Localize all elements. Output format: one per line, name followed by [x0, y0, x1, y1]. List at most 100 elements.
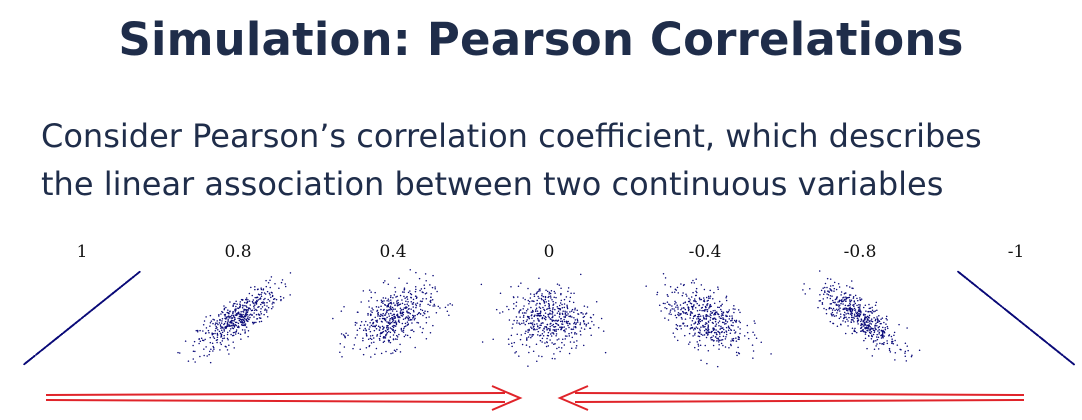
scatter-point	[568, 335, 571, 337]
scatter-point	[218, 313, 220, 316]
scatter-point	[880, 322, 882, 325]
scatter-point	[575, 345, 578, 347]
scatter-point	[869, 322, 871, 324]
scatter-point	[873, 310, 875, 313]
scatter-point	[400, 314, 403, 317]
scatter-point	[717, 313, 719, 315]
scatter-point	[429, 332, 432, 334]
scatter-point	[392, 296, 394, 299]
scatter-point	[733, 319, 736, 322]
scatter-point	[751, 344, 754, 346]
scatter-point	[1066, 357, 1068, 360]
scatter-point	[419, 305, 421, 307]
scatter-point	[548, 305, 550, 307]
scatter-point	[527, 322, 530, 325]
scatter-point	[718, 315, 720, 318]
scatter-point	[550, 313, 552, 315]
scatter-point	[706, 304, 708, 307]
scatter-point	[259, 311, 262, 313]
scatter-point	[852, 295, 855, 298]
scatter-point	[70, 325, 73, 328]
scatter-point	[719, 335, 721, 338]
scatter-point	[508, 343, 510, 346]
scatter-point	[709, 319, 711, 321]
scatter-point	[199, 340, 202, 342]
scatter-point	[379, 339, 381, 341]
scatter-point	[374, 353, 376, 356]
scatter-point	[675, 323, 678, 326]
scatter-point	[415, 271, 417, 274]
scatter-point	[232, 334, 235, 337]
scatter-point	[241, 329, 244, 331]
scatter-point	[570, 331, 573, 334]
scatter-point	[386, 316, 388, 319]
scatter-point	[579, 323, 581, 326]
scatter-point	[394, 308, 396, 310]
scatter-point	[506, 305, 508, 308]
scatter-point	[552, 323, 555, 326]
scatter-point	[847, 325, 849, 327]
scatter-point	[719, 328, 721, 330]
scatter-point	[378, 329, 381, 331]
scatter-point	[347, 334, 349, 336]
scatter-point	[528, 328, 530, 331]
scatter-point	[552, 306, 554, 309]
scatter-point	[585, 323, 588, 326]
scatter-point	[512, 296, 515, 298]
scatter-point	[850, 321, 852, 323]
scatter-point	[394, 304, 396, 306]
scatter-point	[220, 327, 222, 329]
scatter-point	[367, 300, 370, 302]
scatter-point	[253, 305, 255, 307]
scatter-point	[600, 317, 603, 320]
scatter-point	[415, 304, 418, 307]
scatter-point	[528, 300, 531, 303]
scatter-point	[564, 315, 567, 317]
scatter-point	[553, 343, 555, 346]
scatter-point	[205, 346, 207, 348]
scatter-point	[396, 334, 398, 337]
scatter-point	[539, 334, 542, 336]
scatter-point	[566, 304, 568, 307]
scatter-point	[555, 328, 557, 331]
scatter-point	[209, 341, 212, 344]
scatter-point	[719, 333, 721, 335]
scatter-point	[209, 361, 212, 364]
scatter-point	[218, 330, 221, 333]
scatter-point	[583, 305, 586, 307]
scatter-point	[714, 320, 717, 323]
scatter-point	[582, 316, 585, 319]
scatter-point	[239, 315, 242, 318]
scatter-point	[384, 337, 387, 339]
scatter-point	[715, 323, 718, 325]
scatter-point	[849, 299, 851, 301]
scatter-point	[530, 336, 532, 339]
scatter-point	[860, 320, 862, 323]
scatter-point	[421, 309, 424, 312]
scatter-point	[714, 325, 717, 327]
scatter-point	[824, 286, 826, 289]
scatter-point	[525, 330, 527, 332]
scatter-point	[595, 301, 598, 303]
scatter-point	[832, 299, 834, 302]
scatter-point	[904, 342, 907, 344]
scatter-plot-r-neg0.4	[645, 273, 772, 368]
scatter-point	[868, 307, 871, 310]
scatter-point	[827, 293, 830, 296]
scatter-point	[209, 314, 212, 317]
scatter-point	[512, 307, 515, 310]
scatter-point	[416, 321, 418, 324]
scatter-point	[559, 312, 561, 314]
scatter-point	[242, 318, 244, 320]
scatter-point	[369, 326, 371, 328]
scatter-point	[251, 300, 254, 303]
scatter-point	[407, 323, 410, 325]
scatter-point	[830, 307, 832, 310]
scatter-point	[829, 285, 832, 287]
scatter-point	[249, 308, 252, 310]
scatter-point	[247, 316, 249, 318]
scatter-point	[508, 319, 511, 321]
scatter-point	[234, 323, 237, 326]
scatter-point	[694, 294, 697, 297]
scatter-point	[396, 338, 398, 340]
